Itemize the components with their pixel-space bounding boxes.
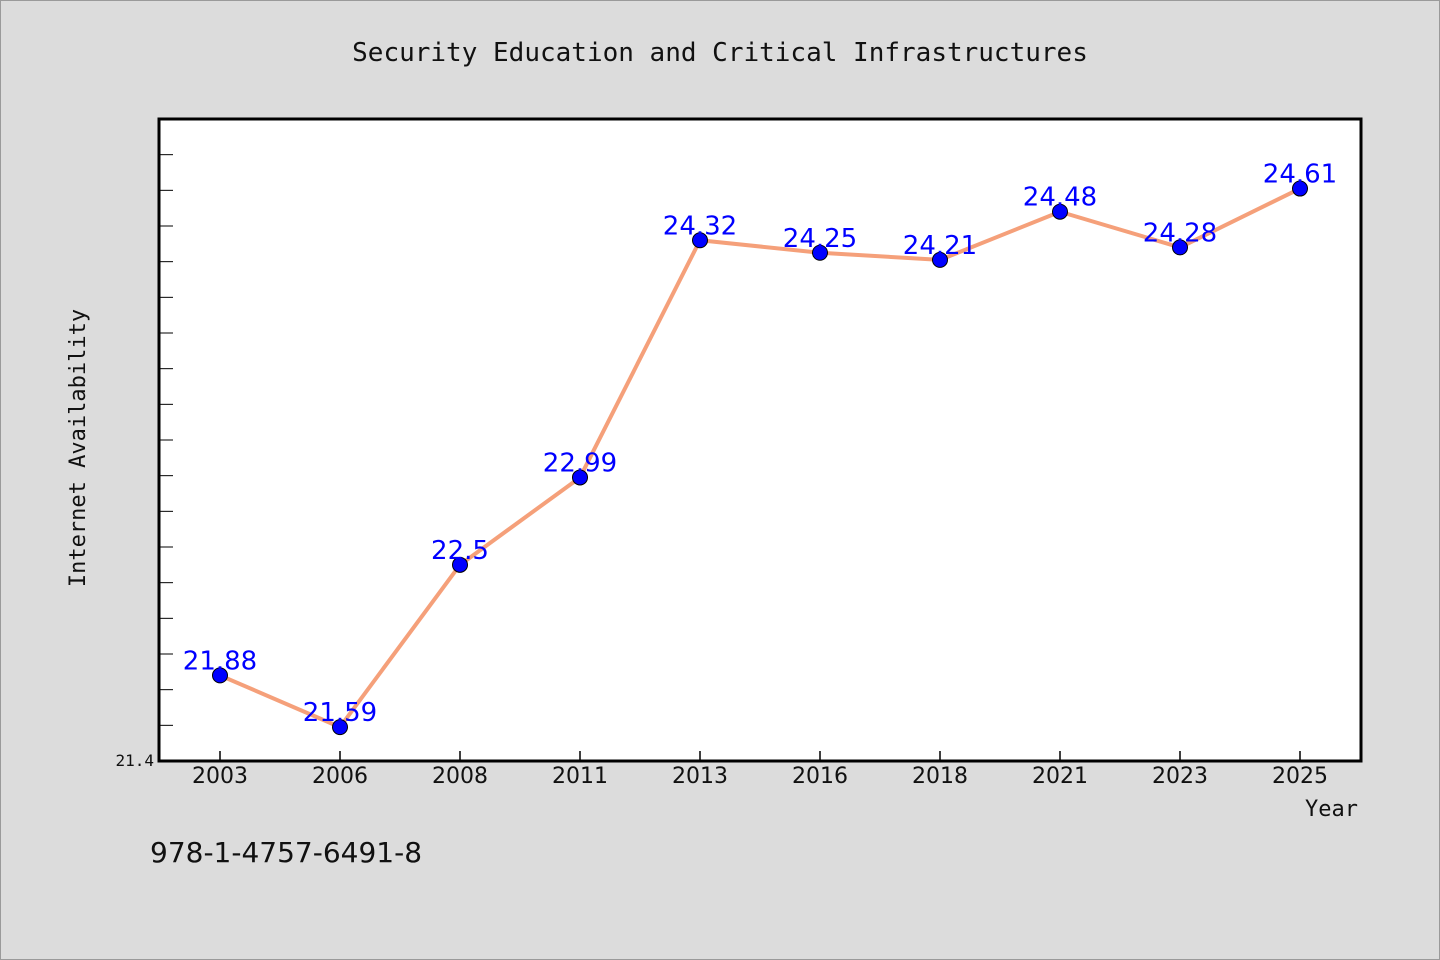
chart-title: Security Education and Critical Infrastr… — [352, 38, 1088, 68]
data-point — [692, 232, 708, 249]
data-label: 22.99 — [543, 448, 617, 478]
data-point — [932, 251, 948, 268]
y-axis-ticks — [159, 154, 173, 726]
data-label: 21.59 — [303, 698, 377, 728]
y-tick-label: 21.4 — [115, 751, 154, 770]
x-tick-label: 2025 — [1272, 764, 1328, 789]
y-axis-label: Internet Availability — [66, 309, 91, 587]
data-label: 24.48 — [1023, 183, 1097, 213]
isbn-text: 978-1-4757-6491-8 — [150, 836, 422, 869]
x-tick-label: 2008 — [432, 764, 488, 789]
x-tick-label: 2021 — [1032, 764, 1088, 789]
x-axis-tick-labels: 2003 2006 2008 2011 2013 2016 2018 2021 2023 2025 — [192, 764, 1328, 789]
data-point — [1292, 180, 1308, 197]
data-point — [1172, 239, 1188, 256]
x-tick-label: 2023 — [1152, 764, 1208, 789]
data-label: 24.28 — [1143, 218, 1217, 248]
series-line-group: 21.88 21.59 22.5 22.99 24.32 24.25 24.21 24.48 2… — [183, 160, 1337, 736]
data-label: 24.25 — [783, 224, 857, 254]
x-tick-label: 2006 — [312, 764, 368, 789]
data-label: 24.61 — [1263, 160, 1337, 190]
x-tick-label: 2003 — [192, 764, 248, 789]
x-tick-label: 2011 — [552, 764, 608, 789]
data-point — [812, 244, 828, 261]
data-label: 24.32 — [663, 211, 737, 241]
plot-area — [157, 117, 1363, 763]
data-label: 21.88 — [183, 646, 257, 676]
x-tick-label: 2018 — [912, 764, 968, 789]
data-label: 22.5 — [431, 536, 489, 566]
x-tick-label: 2016 — [792, 764, 848, 789]
x-axis-label: Year — [1305, 797, 1358, 822]
data-point — [332, 719, 348, 736]
data-point — [212, 667, 228, 684]
data-point — [572, 469, 588, 486]
data-point — [1052, 203, 1068, 220]
data-point — [452, 556, 468, 573]
x-axis-ticks — [219, 751, 1301, 761]
series-line — [219, 186, 1301, 730]
data-label: 24.21 — [903, 231, 977, 261]
x-tick-label: 2013 — [672, 764, 728, 789]
